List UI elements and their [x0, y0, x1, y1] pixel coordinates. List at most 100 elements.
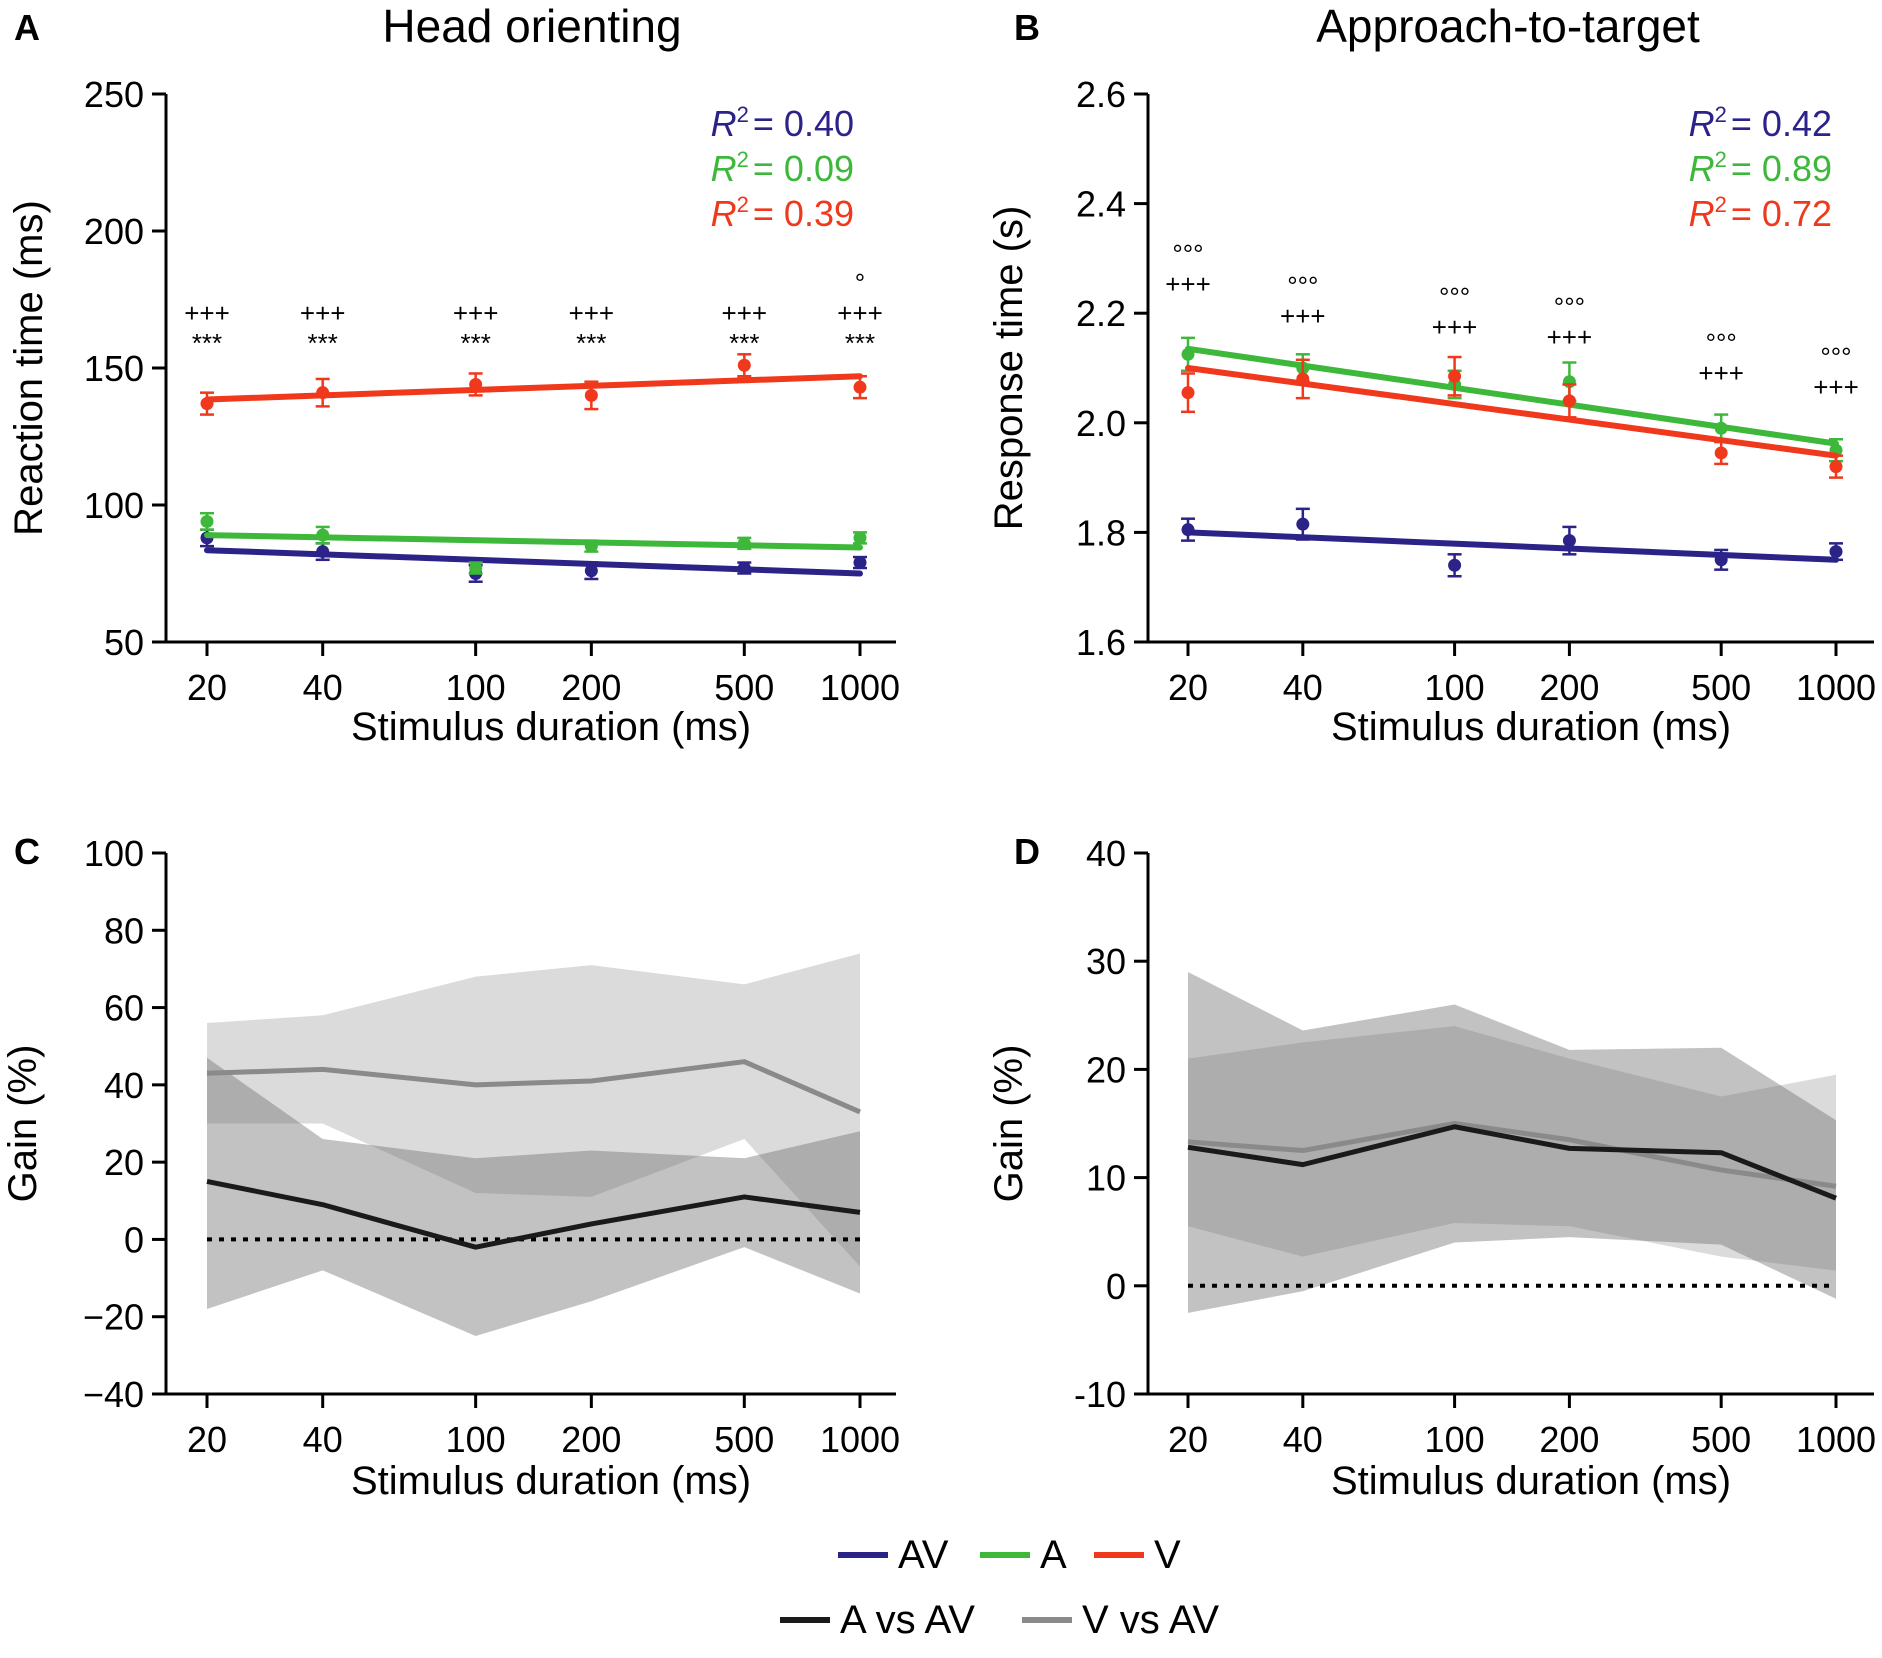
y-tick-label: 30	[1086, 941, 1126, 982]
x-tick-label: 100	[1425, 1419, 1485, 1460]
x-tick-label: 200	[1539, 1419, 1599, 1460]
data-point-v	[1448, 369, 1462, 383]
ci-band-v-vs-av	[207, 953, 860, 1267]
panel-letter: B	[1014, 7, 1040, 48]
fit-line-av	[1185, 529, 1839, 563]
x-tick-label: 100	[446, 667, 506, 708]
ci-band-a-vs-av	[1188, 972, 1836, 1313]
panel-title: Approach-to-target	[1316, 0, 1700, 52]
mean-line-a-vs-av	[1187, 1124, 1837, 1201]
x-tick-label: 500	[714, 667, 774, 708]
data-point-a	[737, 536, 751, 550]
significance-marker: °°°	[1439, 282, 1470, 312]
panel-letter: A	[14, 7, 40, 48]
data-point-a	[853, 531, 867, 545]
legend-label: AV	[898, 1533, 949, 1577]
y-tick-label: 1.6	[1076, 622, 1126, 663]
y-tick-label: −40	[83, 1374, 144, 1415]
y-tick-label: 80	[104, 910, 144, 951]
fit-line-a	[204, 532, 863, 551]
x-tick-label: 500	[1691, 1419, 1751, 1460]
x-tick-label: 40	[303, 667, 343, 708]
y-tick-label: 2.6	[1076, 74, 1126, 115]
y-axis-title: Gain (%)	[987, 1045, 1031, 1203]
x-axis-title: Stimulus duration (ms)	[1331, 1459, 1731, 1503]
r-squared-label: R2 = 0.89	[1689, 147, 1832, 189]
r-superscript: 2	[737, 192, 749, 217]
y-tick-label: 2.4	[1076, 184, 1126, 225]
x-tick-label: 1000	[820, 667, 900, 708]
x-tick-label: 200	[561, 1419, 621, 1460]
x-axis-title: Stimulus duration (ms)	[1331, 705, 1731, 749]
panel-b: B Approach-to-target 1.6 1.8 2.0 2.2 2.4 2.6 20 4…	[987, 0, 1876, 749]
r-symbol: R	[711, 103, 737, 144]
x-tick-label: 20	[1168, 667, 1208, 708]
legend-label: V	[1154, 1533, 1181, 1577]
legend-label: V vs AV	[1082, 1598, 1219, 1642]
r-symbol: R	[1689, 148, 1715, 189]
x-tick-label: 200	[1539, 667, 1599, 708]
significance-marker: +++	[837, 298, 883, 328]
mean-line-v-vs-av	[1187, 1121, 1837, 1189]
y-tick-label: 40	[1086, 833, 1126, 874]
y-tick-label: 100	[84, 485, 144, 526]
significance-marker: +++	[1547, 322, 1593, 352]
data-point-a	[584, 539, 598, 553]
data-point-v	[1714, 446, 1728, 460]
fit-line-a	[1185, 345, 1839, 447]
y-tick-label: 0	[1106, 1266, 1126, 1307]
x-tick-label: 20	[1168, 1419, 1208, 1460]
r-symbol: R	[711, 148, 737, 189]
significance-marker: °°°	[1172, 239, 1203, 269]
significance-marker: +++	[1165, 269, 1211, 299]
x-axis-title: Stimulus duration (ms)	[351, 705, 751, 749]
significance-marker: +++	[569, 298, 615, 328]
data-point-v	[853, 380, 867, 394]
x-axis-title: Stimulus duration (ms)	[351, 1459, 751, 1503]
r-value: = 0.09	[753, 148, 854, 189]
r-symbol: R	[1689, 103, 1715, 144]
data-point-a	[469, 561, 483, 575]
data-point-v	[1829, 460, 1843, 474]
y-tick-label: 0	[124, 1219, 144, 1260]
y-tick-label: 2.0	[1076, 403, 1126, 444]
significance-marker: ***	[460, 328, 490, 358]
x-tick-label: 20	[187, 1419, 227, 1460]
x-tick-label: 1000	[1796, 667, 1876, 708]
r-squared-label: R2 = 0.42	[1689, 102, 1832, 144]
data-point-a	[1181, 347, 1195, 361]
ci-band-a-vs-av	[207, 1057, 860, 1337]
r-symbol: R	[1689, 193, 1715, 234]
y-tick-label: 150	[84, 348, 144, 389]
significance-marker: ***	[845, 328, 875, 358]
x-tick-label: 1000	[1796, 1419, 1876, 1460]
r-value: = 0.42	[1731, 103, 1832, 144]
data-point-av	[853, 556, 867, 570]
mean-line-a-vs-av	[206, 1179, 861, 1250]
significance-marker: +++	[184, 298, 230, 328]
ci-band-v-vs-av	[1188, 1026, 1836, 1271]
y-tick-label: -10	[1074, 1374, 1126, 1415]
y-tick-label: 20	[104, 1142, 144, 1183]
x-tick-label: 40	[303, 1419, 343, 1460]
y-tick-label: 1.8	[1076, 512, 1126, 553]
data-point-av	[737, 561, 751, 575]
data-point-av	[1829, 545, 1843, 559]
data-point-v	[1296, 372, 1310, 386]
x-tick-label: 500	[1691, 667, 1751, 708]
data-point-av	[1181, 523, 1195, 537]
data-point-v	[737, 358, 751, 372]
x-tick-label: 40	[1283, 667, 1323, 708]
legend-label: A vs AV	[840, 1598, 975, 1642]
significance-marker: °°°	[1706, 328, 1737, 358]
fit-line-av	[204, 547, 863, 577]
significance-marker: °	[855, 268, 865, 298]
r-superscript: 2	[1715, 102, 1727, 127]
significance-marker: ***	[308, 328, 338, 358]
y-axis-title: Response time (s)	[987, 206, 1031, 531]
r-symbol: R	[711, 193, 737, 234]
r-squared-label: R2 = 0.09	[711, 147, 854, 189]
data-point-av	[1448, 558, 1462, 572]
y-tick-label: 40	[104, 1065, 144, 1106]
